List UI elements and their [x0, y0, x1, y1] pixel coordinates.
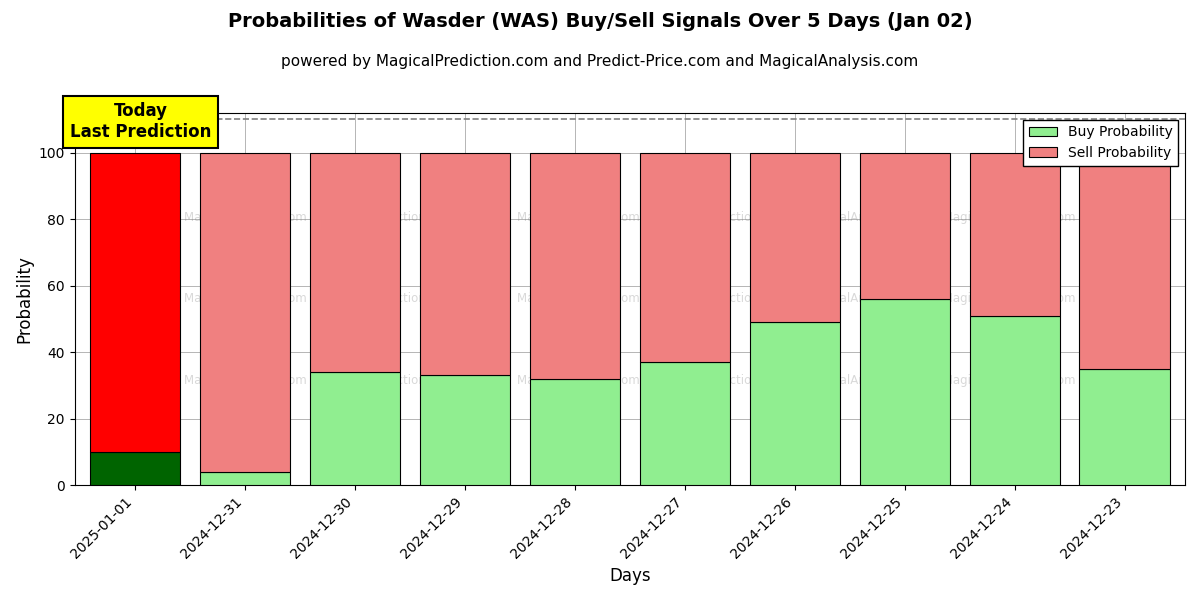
Bar [420, 376, 510, 485]
Bar [970, 316, 1060, 485]
Bar [90, 152, 180, 452]
Text: MagicalAnalysis.com    MagicalPrediction.com: MagicalAnalysis.com MagicalPrediction.co… [805, 374, 1076, 388]
Legend: Buy Probability, Sell Probability: Buy Probability, Sell Probability [1024, 119, 1178, 166]
Text: MagicalAnalysis.com    MagicalPrediction.com: MagicalAnalysis.com MagicalPrediction.co… [517, 292, 787, 305]
Bar [859, 152, 949, 299]
Text: MagicalAnalysis.com    MagicalPrediction.com: MagicalAnalysis.com MagicalPrediction.co… [517, 374, 787, 388]
Text: MagicalAnalysis.com    MagicalPrediction.com: MagicalAnalysis.com MagicalPrediction.co… [184, 292, 454, 305]
Text: MagicalAnalysis.com    MagicalPrediction.com: MagicalAnalysis.com MagicalPrediction.co… [517, 211, 787, 224]
Text: powered by MagicalPrediction.com and Predict-Price.com and MagicalAnalysis.com: powered by MagicalPrediction.com and Pre… [281, 54, 919, 69]
Bar [859, 299, 949, 485]
Y-axis label: Probability: Probability [16, 255, 34, 343]
Bar [529, 152, 620, 379]
Bar [90, 452, 180, 485]
Bar [420, 152, 510, 376]
Bar [200, 472, 290, 485]
Bar [640, 152, 730, 362]
Bar [970, 152, 1060, 316]
Bar [640, 362, 730, 485]
Bar [1080, 369, 1170, 485]
Bar [750, 152, 840, 322]
Bar [310, 152, 400, 372]
Text: Today
Last Prediction: Today Last Prediction [70, 102, 211, 141]
Bar [310, 372, 400, 485]
Text: MagicalAnalysis.com    MagicalPrediction.com: MagicalAnalysis.com MagicalPrediction.co… [184, 211, 454, 224]
Bar [529, 379, 620, 485]
Bar [200, 152, 290, 472]
Text: MagicalAnalysis.com    MagicalPrediction.com: MagicalAnalysis.com MagicalPrediction.co… [184, 374, 454, 388]
Text: MagicalAnalysis.com    MagicalPrediction.com: MagicalAnalysis.com MagicalPrediction.co… [805, 211, 1076, 224]
Text: MagicalAnalysis.com    MagicalPrediction.com: MagicalAnalysis.com MagicalPrediction.co… [805, 292, 1076, 305]
X-axis label: Days: Days [610, 567, 650, 585]
Text: Probabilities of Wasder (WAS) Buy/Sell Signals Over 5 Days (Jan 02): Probabilities of Wasder (WAS) Buy/Sell S… [228, 12, 972, 31]
Bar [750, 322, 840, 485]
Bar [1080, 152, 1170, 369]
